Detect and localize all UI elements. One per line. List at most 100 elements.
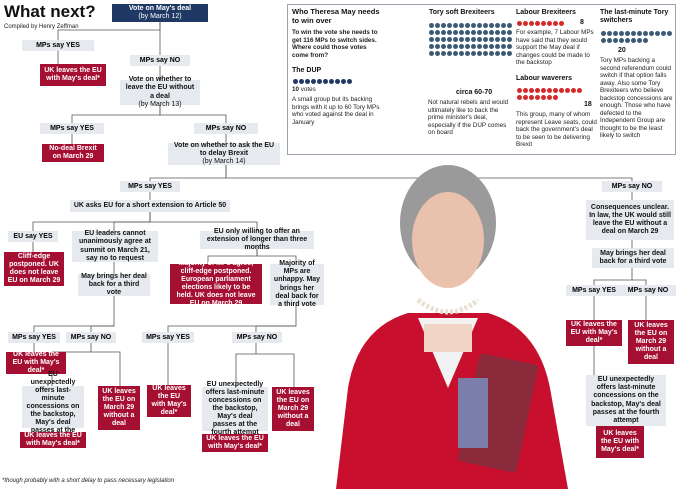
mps-no-2: MPs say NO [194, 123, 258, 134]
soft-dots [428, 21, 512, 56]
soft-dot [500, 29, 506, 35]
vote-delay-title: Vote on whether to ask the EU to delay B… [173, 141, 275, 157]
theresa-may-photo [336, 165, 568, 489]
footnote: *though probably with a short delay to p… [2, 478, 175, 484]
soft-dot [488, 36, 494, 42]
soft-dot [476, 50, 482, 56]
soft-dot [446, 36, 452, 42]
panel-title: Who Theresa May needs to win over [292, 7, 380, 25]
leave-with-deal-1: UK leaves the EU with May's deal* [40, 64, 106, 86]
soft-dot [494, 43, 500, 49]
vote-no-deal-date: (by March 13) [138, 100, 182, 108]
soft-dot [452, 43, 458, 49]
leave-with-deal-b: UK leaves the EU with May's deal* [147, 385, 191, 417]
labour-brexiteers-dots [516, 19, 576, 26]
soft-dot [500, 50, 506, 56]
leave-march29-b: UK leaves the EU on March 29 without a d… [272, 387, 314, 431]
third-vote-a: May brings her deal back for a third vot… [78, 273, 150, 296]
soft-dot [494, 22, 500, 28]
mps-yes-b: MPs say YES [142, 332, 194, 343]
soft-dot [440, 22, 446, 28]
labour-waverers-count: 18 [584, 101, 592, 108]
leave-with-deal-b2: UK leaves the EU with May's deal* [202, 434, 268, 452]
soft-dot [506, 50, 512, 56]
switchers-dots [600, 29, 672, 43]
soft-dot [452, 50, 458, 56]
soft-dot [464, 43, 470, 49]
mps-no-a: MPs say NO [66, 332, 116, 343]
dup-heading: The DUP [292, 67, 322, 74]
eu-only-longer: EU only willing to offer an extension of… [200, 228, 314, 251]
mps-yes-c: MPs say YES [566, 285, 622, 296]
soft-dot [500, 43, 506, 49]
vote-may-deal-box: Vote on May's deal (by March 12) [112, 4, 208, 22]
soft-dot [482, 50, 488, 56]
soft-dot [470, 50, 476, 56]
soft-dot [488, 43, 494, 49]
win-over-panel: Who Theresa May needs to win over To win… [287, 4, 676, 155]
soft-dot [470, 22, 476, 28]
majority-unhappy: Majority of MPs are unhappy. May brings … [270, 260, 324, 308]
mps-yes-1: MPs say YES [22, 40, 94, 51]
soft-dot [446, 29, 452, 35]
soft-dot [464, 29, 470, 35]
majority-agree: Majority of MPs agree, cliff-edge postpo… [170, 260, 262, 307]
soft-dot [446, 22, 452, 28]
soft-count: circa 60-70 [456, 89, 493, 96]
soft-dot [482, 22, 488, 28]
labour-brexiteers-text: For example, 7 Labour MPs have said that… [516, 29, 594, 67]
soft-dot [482, 29, 488, 35]
soft-dot [434, 29, 440, 35]
eu-leaders-no: EU leaders cannot unanimously agree at s… [72, 230, 158, 262]
labour-brexiteers-heading: Labour Brexiteers [516, 9, 576, 16]
soft-heading: Tory soft Brexiteers [429, 9, 495, 16]
soft-text: Not natural rebels and would ultimately … [428, 99, 509, 137]
no-deal-brexit: No-deal Brexit on March 29 [42, 144, 104, 162]
soft-dot [494, 36, 500, 42]
soft-dot [434, 43, 440, 49]
eu-say-yes: EU say YES [8, 231, 58, 242]
leave-with-deal-c: UK leaves the EU with May's deal* [566, 320, 622, 346]
dup-count-label: votes [300, 86, 316, 93]
leave-march29-c: UK leaves the EU on March 29 without a d… [628, 320, 674, 364]
soft-dot [482, 36, 488, 42]
vote-may-deal-title: Vote on May's deal [128, 4, 192, 12]
vote-may-deal-date: (by March 12) [138, 13, 182, 20]
soft-dot [440, 50, 446, 56]
third-vote-c: May brings her deal back for a third vot… [592, 248, 674, 268]
soft-dot [500, 22, 506, 28]
labour-waverers-text: This group, many of whom represent Leave… [516, 111, 597, 149]
soft-dot [434, 36, 440, 42]
soft-dot [440, 29, 446, 35]
soft-dot [464, 50, 470, 56]
soft-dot [428, 36, 434, 42]
vote-no-deal-box: Vote on whether to leave the EU without … [120, 76, 200, 108]
unexpected-b: EU unexpectedly offers last-minute conce… [202, 381, 268, 436]
soft-dot [458, 43, 464, 49]
vote-delay-date: (by March 14) [202, 158, 246, 166]
soft-dot [452, 36, 458, 42]
dup-dots [292, 77, 372, 84]
credit-line: Compiled by Henry Zeffman [4, 24, 79, 30]
switchers-count: 20 [618, 47, 626, 54]
vote-no-deal-title: Vote on whether to leave the EU without … [125, 76, 195, 100]
soft-dot [494, 29, 500, 35]
mps-no-3: MPs say NO [602, 181, 662, 192]
soft-dot [476, 29, 482, 35]
soft-dot [452, 29, 458, 35]
consequences-unclear: Consequences unclear. In law, the UK wou… [586, 200, 674, 240]
cliff-edge-postponed: Cliff-edge postponed. UK does not leave … [4, 252, 64, 286]
soft-dot [428, 29, 434, 35]
soft-dot [464, 36, 470, 42]
labour-waverers-heading: Labour waverers [516, 75, 573, 82]
soft-dot [434, 50, 440, 56]
unexpected-c: EU unexpectedly offers last-minute conce… [586, 375, 666, 426]
soft-dot [428, 22, 434, 28]
soft-dot [482, 43, 488, 49]
soft-dot [500, 36, 506, 42]
soft-dot [470, 29, 476, 35]
soft-dot [458, 29, 464, 35]
labour-waverers-dots [516, 86, 586, 100]
soft-dot [458, 36, 464, 42]
